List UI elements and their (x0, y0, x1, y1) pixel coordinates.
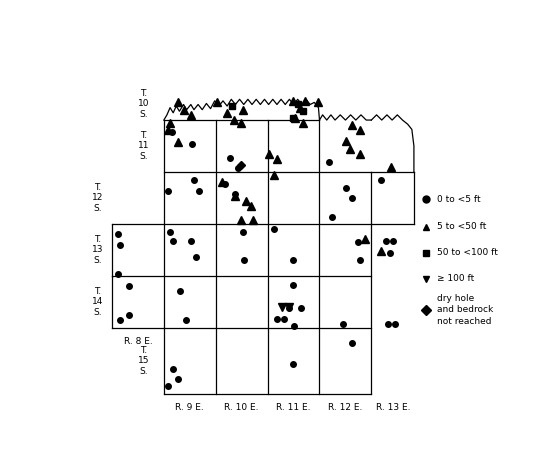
Text: dry hole: dry hole (437, 294, 475, 303)
Text: 5 to <50 ft: 5 to <50 ft (437, 222, 487, 231)
Text: 0 to <5 ft: 0 to <5 ft (437, 195, 481, 204)
Text: R. 8 E.: R. 8 E. (124, 337, 152, 346)
Text: T.
14
S.: T. 14 S. (92, 287, 103, 316)
Text: ≥ 100 ft: ≥ 100 ft (437, 274, 475, 283)
Text: T.
10
S.: T. 10 S. (139, 89, 150, 119)
Text: R. 13 E.: R. 13 E. (376, 403, 410, 412)
Text: and bedrock: and bedrock (437, 306, 493, 315)
Text: T.
12
S.: T. 12 S. (92, 183, 103, 213)
Text: T.
11
S.: T. 11 S. (139, 131, 150, 161)
Text: not reached: not reached (437, 317, 492, 326)
Text: T.
15
S.: T. 15 S. (139, 346, 150, 376)
Text: R. 11 E.: R. 11 E. (276, 403, 311, 412)
Text: R. 10 E.: R. 10 E. (224, 403, 259, 412)
Text: 50 to <100 ft: 50 to <100 ft (437, 248, 498, 257)
Text: T.
13
S.: T. 13 S. (92, 235, 103, 265)
Text: R. 9 E.: R. 9 E. (175, 403, 204, 412)
Text: R. 12 E.: R. 12 E. (328, 403, 362, 412)
